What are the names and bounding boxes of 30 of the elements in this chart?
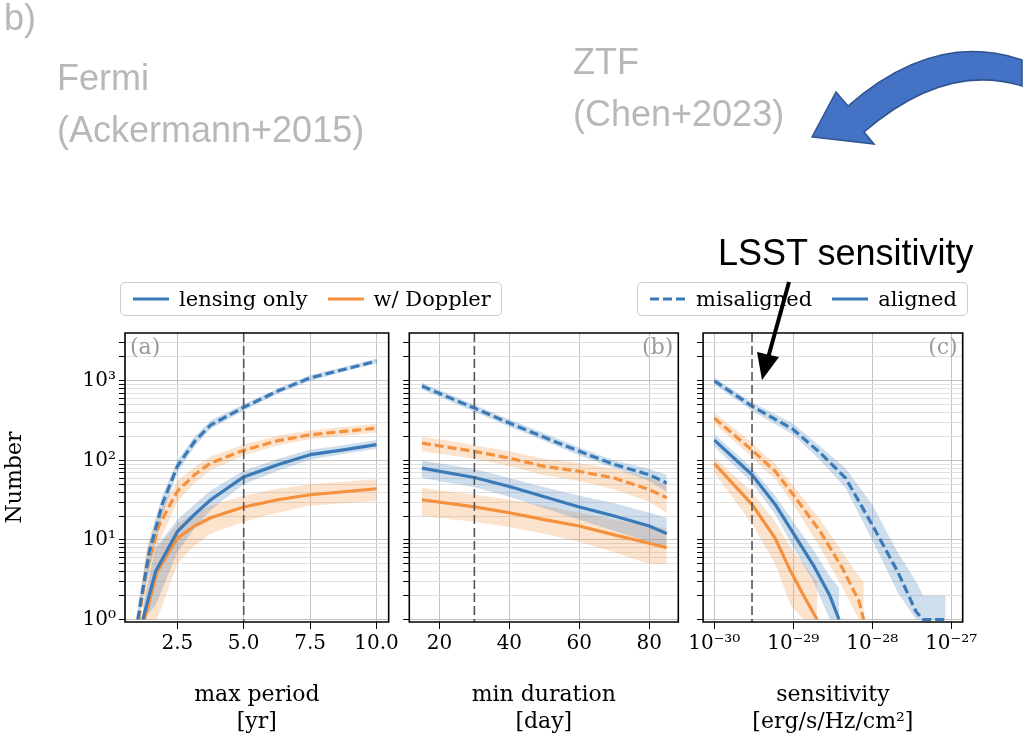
text: Fermi (Ackermann+2015) <box>57 56 365 152</box>
text: ZTF (Chen+2023) <box>573 40 785 136</box>
x-tick-label: 10.0 <box>354 630 399 655</box>
x-tick-label: 80 <box>636 630 662 655</box>
x-tick-label: 10⁻²⁹ <box>767 630 820 655</box>
y-tick-label: 10² <box>82 446 116 471</box>
x-axis-title: min duration [day] <box>471 681 616 733</box>
y-axis-title: Number <box>0 431 26 524</box>
annotation: (b) <box>642 333 674 359</box>
y-tick-label: 10⁰ <box>82 605 116 630</box>
x-axis-title: sensitivity [erg/s/Hz/cm²] <box>752 681 914 733</box>
x-tick-label: 10⁻²⁸ <box>846 630 899 655</box>
x-tick-label: 40 <box>496 630 523 655</box>
legend-label: w/ Doppler <box>373 287 491 311</box>
x-tick-label: 10⁻²⁷ <box>925 630 978 655</box>
text: LSST sensitivity <box>718 232 974 274</box>
annotation: (a) <box>130 333 161 359</box>
x-tick-label: 7.5 <box>294 630 326 655</box>
x-tick-label: 5.0 <box>227 630 260 655</box>
x-axis-title: max period [yr] <box>194 681 320 733</box>
y-tick-label: 10¹ <box>82 526 116 551</box>
x-tick-label: 2.5 <box>161 630 194 655</box>
annotation: (c) <box>928 333 958 359</box>
text: b) <box>4 0 37 40</box>
legend-label: lensing only <box>179 287 308 311</box>
x-tick-label: 60 <box>566 630 593 655</box>
text: aligned <box>878 287 957 311</box>
y-tick-label: 10³ <box>82 367 116 392</box>
x-tick-label: 20 <box>426 630 453 655</box>
x-tick-label: 10⁻³⁰ <box>688 630 741 655</box>
